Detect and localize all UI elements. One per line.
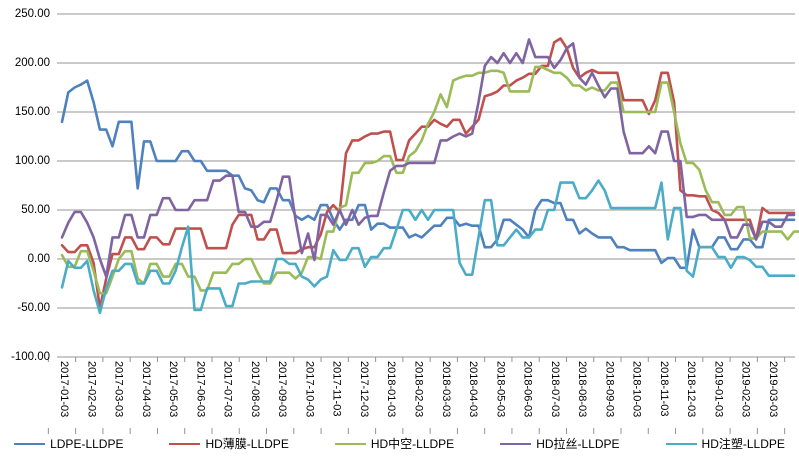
series-line-4 bbox=[60, 179, 796, 315]
legend-label: HD注塑-LLDPE bbox=[701, 437, 785, 451]
legend-item-1: HD薄膜-LLDPE bbox=[169, 437, 289, 451]
y-axis-label: 100.00 bbox=[14, 155, 50, 167]
legend-line-swatch bbox=[334, 442, 366, 446]
x-axis-label: 2017-10-03 bbox=[303, 361, 316, 418]
legend-line-swatch bbox=[665, 442, 697, 446]
legend: LDPE-LLDPE HD薄膜-LLDPE HD中空-LLDPE HD拉丝-LLDPE… bbox=[0, 437, 799, 451]
legend-label: HD中空-LLDPE bbox=[370, 437, 455, 451]
y-axis-label: 200.00 bbox=[14, 57, 50, 69]
x-axis-label: 2017-07-03 bbox=[221, 361, 234, 418]
x-axis-label: 2018-07-03 bbox=[548, 361, 561, 418]
x-axis-label: 2017-11-03 bbox=[330, 361, 343, 417]
y-axis-label: 250.00 bbox=[14, 8, 50, 20]
x-axis-label: 2017-12-03 bbox=[357, 361, 370, 418]
x-axis-label: 2019-03-03 bbox=[767, 361, 779, 418]
y-axis-label: 150.00 bbox=[14, 106, 50, 118]
x-axis-label: 2018-05-03 bbox=[494, 361, 507, 418]
legend-label: LDPE-LLDPE bbox=[50, 437, 124, 451]
x-axis-label: 2018-09-03 bbox=[603, 361, 616, 418]
series-line-2 bbox=[60, 65, 799, 295]
x-axis-label: 2018-04-03 bbox=[467, 361, 480, 418]
x-axis-label: 2018-12-03 bbox=[685, 361, 698, 418]
y-axis-label: -100.00 bbox=[10, 351, 50, 363]
x-axis-label: 2019-02-03 bbox=[739, 361, 752, 418]
x-axis-label: 2018-11-03 bbox=[657, 361, 670, 417]
legend-item-3: HD拉丝-LLDPE bbox=[500, 437, 620, 451]
x-axis-label: 2018-03-03 bbox=[439, 361, 452, 418]
y-axis-label: 50.00 bbox=[21, 204, 50, 216]
series-line-3 bbox=[60, 38, 796, 278]
legend-item-2: HD中空-LLDPE bbox=[334, 437, 455, 451]
legend-line-swatch bbox=[169, 442, 201, 446]
legend-item-0: LDPE-LLDPE bbox=[14, 437, 123, 451]
x-axis-label: 2017-06-03 bbox=[194, 361, 207, 418]
legend-item-4: HD注塑-LLDPE bbox=[665, 437, 785, 451]
x-axis-label: 2018-02-03 bbox=[412, 361, 425, 418]
legend-line-swatch bbox=[500, 442, 532, 446]
y-axis-label: -50.00 bbox=[17, 302, 50, 314]
series-line-0 bbox=[60, 79, 796, 270]
x-axis-label: 2017-01-03 bbox=[58, 361, 70, 418]
x-axis-label: 2018-08-03 bbox=[576, 361, 589, 418]
x-axis-label: 2017-03-03 bbox=[112, 361, 125, 418]
x-axis-label: 2017-08-03 bbox=[248, 361, 261, 418]
legend-line-swatch bbox=[14, 442, 46, 446]
x-axis-label: 2017-04-03 bbox=[139, 361, 152, 418]
x-axis-label: 2017-09-03 bbox=[276, 361, 289, 418]
x-axis-label: 2018-01-03 bbox=[385, 361, 398, 418]
y-axis-label: 0.00 bbox=[27, 253, 50, 265]
x-axis-label: 2018-06-03 bbox=[521, 361, 534, 418]
x-axis-label: 2018-10-03 bbox=[630, 361, 643, 418]
legend-label: HD拉丝-LLDPE bbox=[536, 437, 620, 451]
x-axis-label: 2019-01-03 bbox=[712, 361, 725, 418]
legend-label: HD薄膜-LLDPE bbox=[205, 437, 289, 451]
x-axis-label: 2017-05-03 bbox=[167, 361, 180, 418]
x-axis-label: 2017-02-03 bbox=[85, 361, 98, 418]
